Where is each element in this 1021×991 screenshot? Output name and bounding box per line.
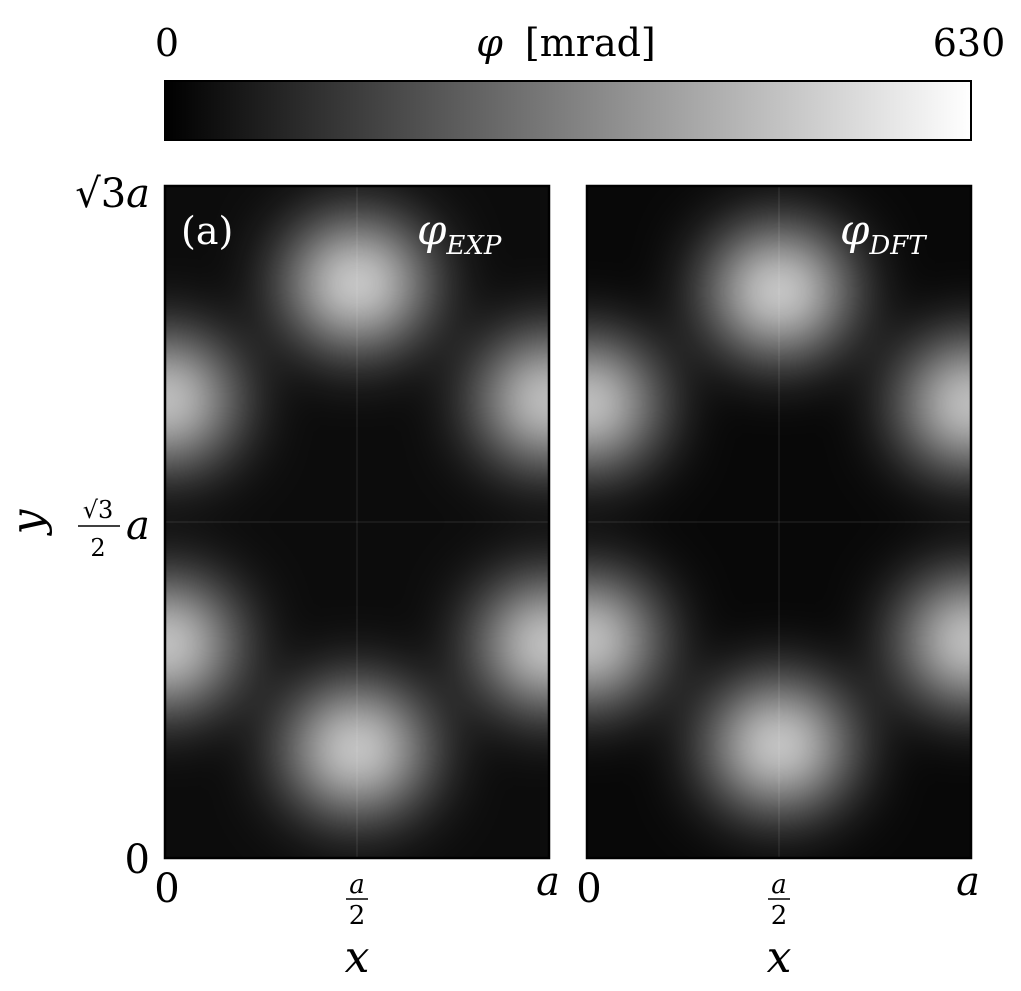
x-tick-label-a: a (536, 859, 560, 905)
panel-frame (163, 184, 551, 860)
colorbar-gradient (164, 80, 972, 141)
x-tick-half-num: a (349, 870, 365, 900)
y-tick-label-mid: √3 2 a (78, 496, 150, 562)
panel-frame (585, 184, 973, 860)
colorbar-label-unit: [mrad] (525, 21, 656, 65)
x-tick-label-a: a (956, 859, 980, 905)
heatmap-peak (905, 583, 971, 698)
heatmap-peak (483, 587, 549, 702)
panel-title-exp: φEXP (417, 205, 502, 261)
heatmap-peak (905, 346, 971, 462)
y-tick-mid-den: 2 (90, 534, 105, 562)
heatmap-peak (291, 692, 423, 807)
heatmap-peak (165, 587, 231, 702)
heatmap-peak (483, 343, 549, 458)
heatmap-peak (165, 343, 231, 458)
x-axis-label: x (767, 932, 792, 983)
heatmap-peak (587, 583, 653, 698)
panel-title-symbol: φ (840, 205, 870, 254)
colorbar-max-label: 630 (933, 21, 1006, 65)
heatmap-peak (587, 346, 653, 462)
panel-title-subscript: DFT (868, 231, 927, 261)
x-tick-half-den: 2 (771, 901, 788, 931)
y-tick-mid-suffix: a (126, 503, 150, 549)
heatmap-peaks-dft (587, 234, 971, 803)
grid-lines-exp (165, 186, 549, 858)
x-tick-half-num: a (771, 870, 787, 900)
colorbar-label: φ [mrad] (476, 21, 656, 65)
panel-title-dft: φDFT (840, 205, 927, 261)
y-tick-label-top: √3a (75, 171, 150, 217)
x-axis-label: x (345, 932, 370, 983)
x-axis-left: 0 a 2 a x (154, 859, 560, 983)
heatmap-panel-dft: φDFT (585, 184, 973, 860)
x-tick-half-den: 2 (349, 901, 366, 931)
y-tick-label-bottom: 0 (125, 837, 150, 883)
panel-title-subscript: EXP (445, 231, 501, 261)
heatmap-peak (713, 688, 845, 803)
colorbar: 0 φ [mrad] 630 (155, 21, 1006, 141)
x-tick-label-zero: 0 (154, 866, 179, 912)
panel-title-symbol: φ (417, 205, 447, 254)
x-tick-label-zero: 0 (576, 866, 601, 912)
heatmap-peaks-exp (165, 226, 549, 807)
colorbar-label-symbol: φ (476, 21, 503, 65)
y-tick-sqrt: √3 (75, 171, 126, 217)
grid-lines-dft (587, 186, 971, 858)
heatmap-peak (713, 234, 845, 349)
y-axis: √3a √3 2 a 0 y (2, 171, 150, 883)
heatmap-peak (291, 226, 423, 341)
y-tick-mid-num: √3 (83, 496, 114, 524)
y-tick-unit: a (126, 171, 150, 217)
colorbar-min-label: 0 (155, 21, 179, 65)
heatmap-panel-exp: (a) φEXP (163, 184, 551, 860)
y-axis-label: y (2, 508, 53, 536)
panel-label: (a) (181, 209, 233, 253)
x-axis-right: 0 a 2 a x (576, 859, 980, 983)
